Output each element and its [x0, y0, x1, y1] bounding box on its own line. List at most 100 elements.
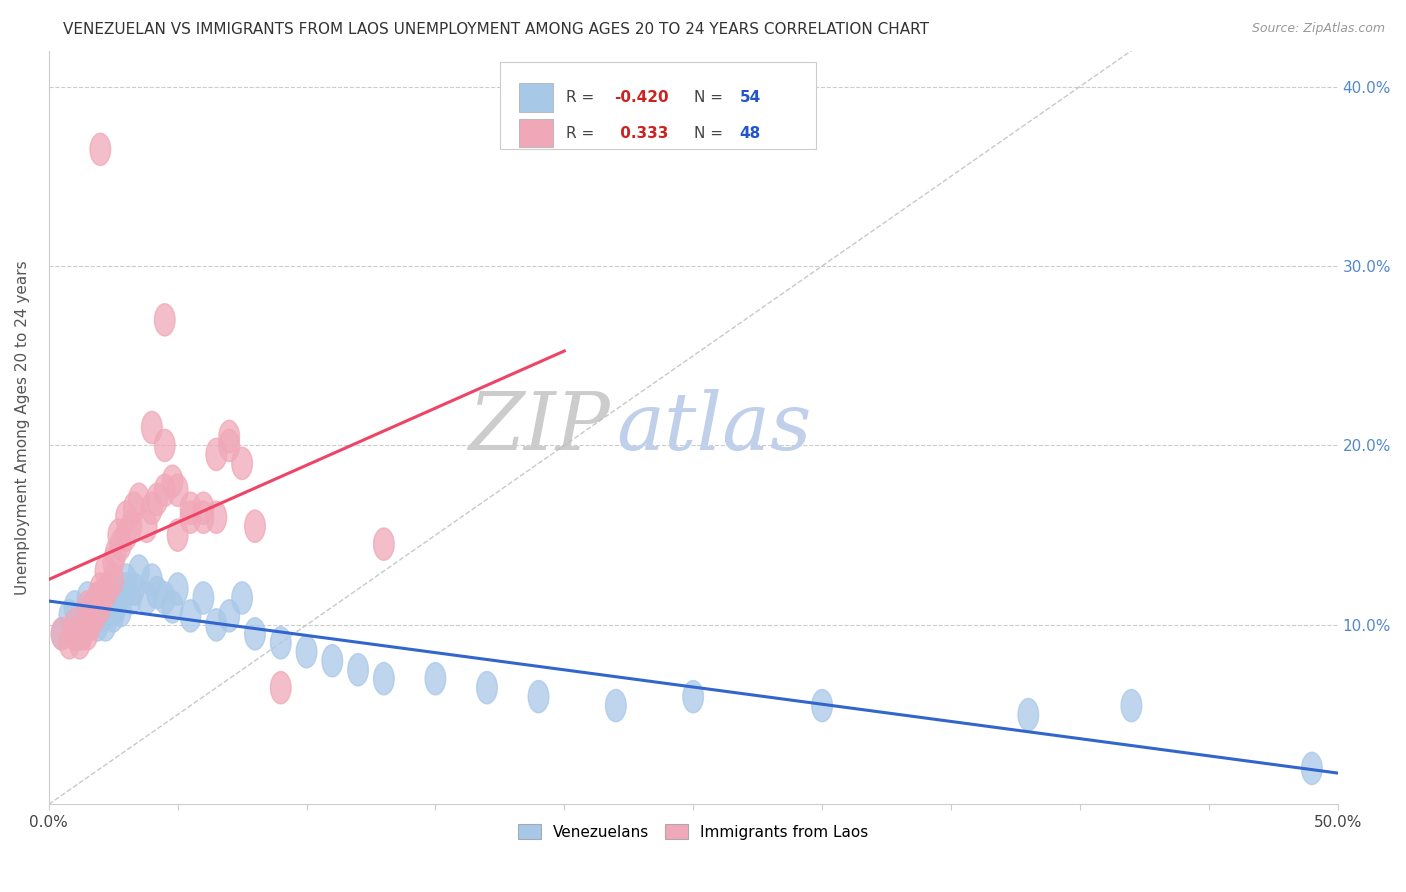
Ellipse shape: [207, 608, 226, 641]
Ellipse shape: [69, 627, 90, 659]
Ellipse shape: [108, 582, 129, 614]
FancyBboxPatch shape: [519, 83, 553, 112]
Ellipse shape: [425, 663, 446, 695]
Ellipse shape: [146, 483, 167, 516]
Ellipse shape: [65, 608, 84, 641]
Ellipse shape: [219, 420, 239, 452]
Ellipse shape: [98, 573, 118, 605]
Text: ZIP: ZIP: [468, 389, 609, 467]
Ellipse shape: [84, 599, 105, 632]
Text: 0.333: 0.333: [614, 126, 668, 141]
Ellipse shape: [477, 672, 498, 704]
Ellipse shape: [142, 564, 162, 596]
Ellipse shape: [167, 475, 188, 507]
Ellipse shape: [59, 627, 80, 659]
Text: -0.420: -0.420: [614, 90, 669, 105]
Text: atlas: atlas: [616, 389, 811, 467]
Ellipse shape: [115, 573, 136, 605]
Ellipse shape: [77, 591, 98, 624]
Ellipse shape: [232, 582, 253, 614]
Ellipse shape: [1018, 698, 1039, 731]
Ellipse shape: [96, 555, 115, 587]
Ellipse shape: [90, 133, 111, 166]
Ellipse shape: [98, 594, 118, 627]
Ellipse shape: [105, 537, 127, 569]
Ellipse shape: [90, 591, 111, 624]
FancyBboxPatch shape: [501, 62, 815, 149]
Ellipse shape: [129, 483, 149, 516]
Ellipse shape: [83, 591, 103, 624]
Ellipse shape: [374, 528, 394, 560]
Ellipse shape: [167, 573, 188, 605]
Ellipse shape: [297, 636, 316, 668]
Ellipse shape: [270, 672, 291, 704]
Legend: Venezuelans, Immigrants from Laos: Venezuelans, Immigrants from Laos: [512, 817, 875, 846]
Ellipse shape: [115, 519, 136, 551]
Ellipse shape: [1302, 752, 1322, 785]
Ellipse shape: [105, 591, 127, 624]
Y-axis label: Unemployment Among Ages 20 to 24 years: Unemployment Among Ages 20 to 24 years: [15, 260, 30, 595]
Text: N =: N =: [695, 90, 728, 105]
Ellipse shape: [232, 447, 253, 480]
Ellipse shape: [529, 681, 548, 713]
Ellipse shape: [180, 492, 201, 524]
Ellipse shape: [72, 599, 93, 632]
Text: 48: 48: [740, 126, 761, 141]
Ellipse shape: [811, 690, 832, 722]
Ellipse shape: [180, 599, 201, 632]
Ellipse shape: [136, 510, 157, 542]
Ellipse shape: [83, 591, 103, 624]
Ellipse shape: [1121, 690, 1142, 722]
Ellipse shape: [155, 429, 176, 461]
Ellipse shape: [245, 510, 266, 542]
Ellipse shape: [80, 599, 100, 632]
Ellipse shape: [155, 582, 176, 614]
Ellipse shape: [108, 519, 129, 551]
Text: VENEZUELAN VS IMMIGRANTS FROM LAOS UNEMPLOYMENT AMONG AGES 20 TO 24 YEARS CORREL: VENEZUELAN VS IMMIGRANTS FROM LAOS UNEMP…: [63, 22, 929, 37]
Ellipse shape: [90, 573, 111, 605]
Ellipse shape: [77, 582, 98, 614]
Ellipse shape: [103, 599, 124, 632]
Ellipse shape: [65, 591, 84, 624]
Ellipse shape: [207, 501, 226, 533]
Ellipse shape: [111, 594, 131, 627]
Ellipse shape: [245, 617, 266, 650]
Ellipse shape: [683, 681, 703, 713]
Text: 54: 54: [740, 90, 761, 105]
Ellipse shape: [96, 591, 115, 624]
Ellipse shape: [87, 608, 108, 641]
Text: N =: N =: [695, 126, 728, 141]
Ellipse shape: [93, 582, 114, 614]
Ellipse shape: [115, 564, 136, 596]
Ellipse shape: [90, 582, 111, 614]
Ellipse shape: [162, 466, 183, 498]
Ellipse shape: [52, 617, 72, 650]
Ellipse shape: [193, 501, 214, 533]
Ellipse shape: [142, 411, 162, 443]
Text: R =: R =: [565, 90, 599, 105]
Ellipse shape: [606, 690, 626, 722]
Ellipse shape: [142, 492, 162, 524]
Ellipse shape: [167, 519, 188, 551]
Ellipse shape: [374, 663, 394, 695]
Ellipse shape: [322, 645, 343, 677]
Text: R =: R =: [565, 126, 599, 141]
Ellipse shape: [90, 591, 111, 624]
Ellipse shape: [84, 599, 105, 632]
Ellipse shape: [77, 608, 98, 641]
Ellipse shape: [124, 573, 145, 605]
Ellipse shape: [96, 608, 115, 641]
Ellipse shape: [77, 617, 98, 650]
Text: Source: ZipAtlas.com: Source: ZipAtlas.com: [1251, 22, 1385, 36]
Ellipse shape: [129, 555, 149, 587]
Ellipse shape: [162, 591, 183, 624]
Ellipse shape: [111, 528, 131, 560]
Ellipse shape: [121, 582, 142, 614]
Ellipse shape: [87, 582, 108, 614]
Ellipse shape: [80, 608, 100, 641]
Ellipse shape: [103, 564, 124, 596]
Ellipse shape: [124, 492, 145, 524]
Ellipse shape: [93, 599, 114, 632]
Ellipse shape: [136, 582, 157, 614]
Ellipse shape: [115, 501, 136, 533]
